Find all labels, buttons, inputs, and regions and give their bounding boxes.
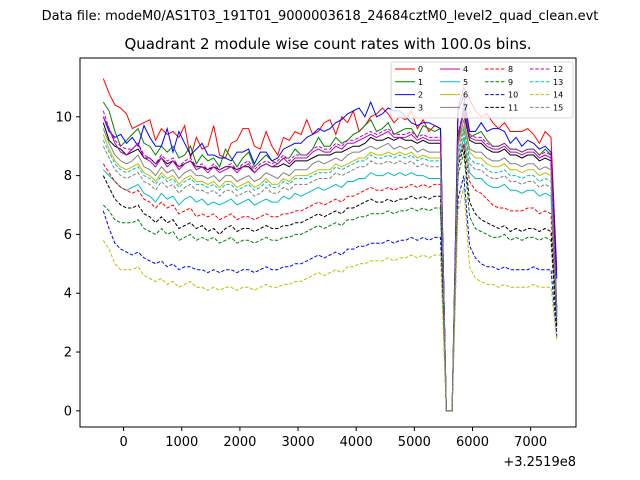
series-14-line (102, 187, 558, 412)
x-tick-label: 2000 (223, 435, 256, 450)
legend-label-12: 12 (553, 65, 563, 74)
x-axis: 0 1000 2000 3000 4000 5000 6000 7000 (119, 427, 547, 450)
y-tick-label: 8 (64, 169, 72, 184)
series-7-line (102, 119, 558, 412)
legend-label-11: 11 (508, 103, 518, 112)
y-tick-label: 6 (64, 228, 72, 243)
series-6-line (102, 125, 558, 412)
series-15-line (102, 131, 558, 412)
y-tick-label: 10 (55, 110, 72, 125)
chart-title: Quadrant 2 module wise count rates with … (124, 35, 531, 53)
y-tick-label: 4 (64, 287, 72, 302)
legend-label-0: 0 (418, 65, 423, 74)
series-8-line (102, 143, 558, 412)
series-10-line (102, 175, 558, 412)
legend-label-14: 14 (553, 91, 563, 100)
series-4-line (102, 110, 558, 412)
y-tick-label: 0 (64, 404, 72, 419)
legend-label-8: 8 (508, 65, 513, 74)
series-11-line (102, 146, 558, 412)
legend-label-13: 13 (553, 78, 563, 87)
x-tick-label: 3000 (282, 435, 315, 450)
legend-label-2: 2 (418, 91, 423, 100)
x-tick-label: 7000 (514, 435, 547, 450)
legend-label-4: 4 (463, 65, 468, 74)
legend-box (390, 61, 574, 119)
legend-label-7: 7 (463, 103, 468, 112)
legend-label-1: 1 (418, 78, 423, 87)
x-tick-label: 6000 (456, 435, 489, 450)
x-offset-label: +3.2519e8 (503, 455, 576, 470)
series-13-line (102, 128, 558, 412)
legend-label-10: 10 (508, 91, 518, 100)
x-tick-label: 1000 (165, 435, 198, 450)
series-layer (102, 78, 558, 412)
y-axis: 0 2 4 6 8 10 (55, 110, 80, 419)
series-12-line (102, 107, 558, 412)
y-tick-label: 2 (64, 346, 72, 361)
series-2-line (102, 94, 558, 412)
legend-label-5: 5 (463, 78, 468, 87)
legend-label-6: 6 (463, 91, 468, 100)
suptitle: Data file: modeM0/AS1T03_191T01_90000036… (42, 9, 599, 24)
series-9-line (102, 151, 558, 412)
series-1-line (102, 101, 558, 412)
x-tick-label: 0 (119, 435, 127, 450)
x-tick-label: 4000 (340, 435, 373, 450)
legend-label-9: 9 (508, 78, 513, 87)
series-5-line (102, 137, 558, 412)
x-tick-label: 5000 (398, 435, 431, 450)
legend-label-3: 3 (418, 103, 423, 112)
plot-frame (79, 57, 577, 428)
legend-label-15: 15 (553, 103, 563, 112)
